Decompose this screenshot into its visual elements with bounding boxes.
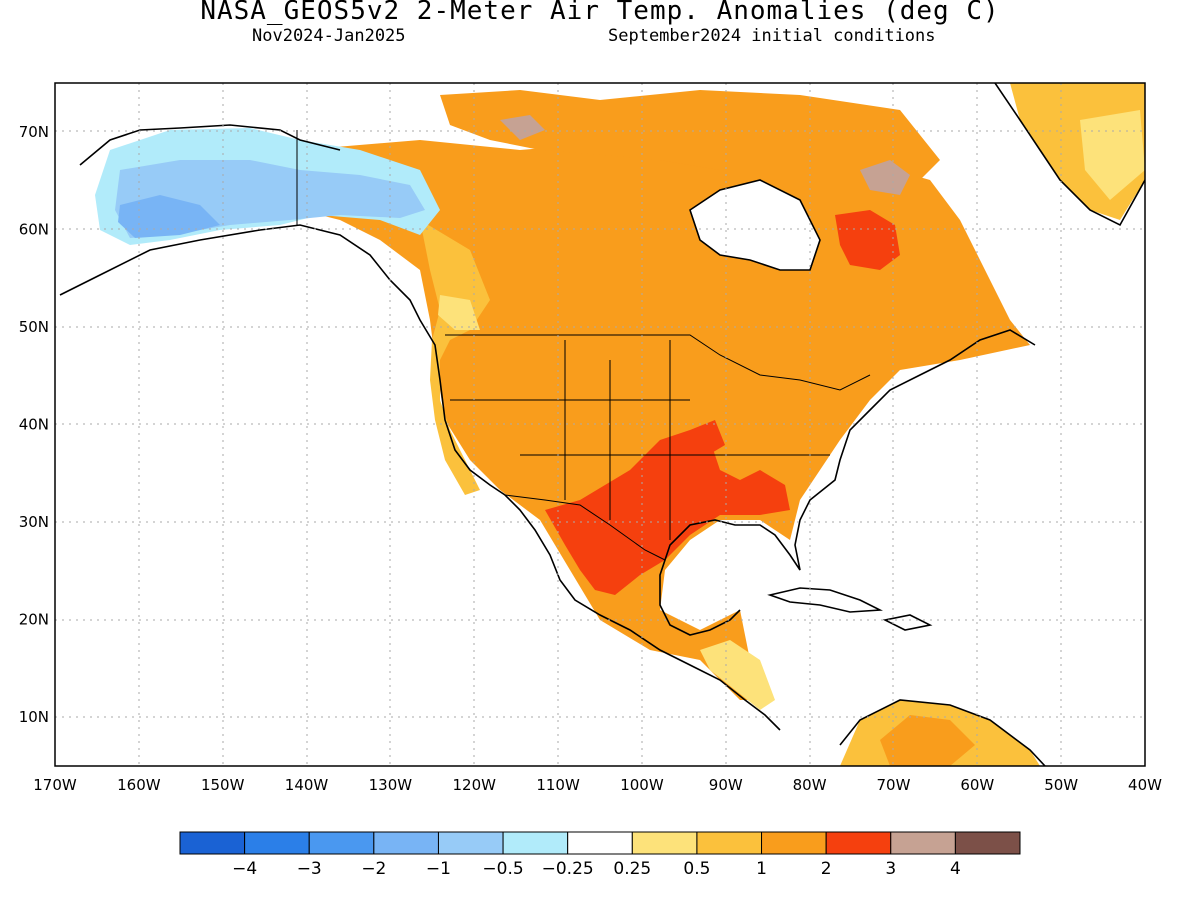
- gridlines: [55, 83, 1145, 766]
- us-canada-border: [445, 334, 871, 391]
- hudson-bay-coast: [689, 179, 821, 271]
- colorbar-label: −3: [297, 859, 322, 879]
- colorbar-swatch: [761, 831, 827, 855]
- colorbar-label: 0.5: [683, 859, 710, 879]
- longitude-label: 170W: [33, 776, 77, 794]
- longitude-label: 120W: [452, 776, 496, 794]
- initial-conditions-label: September2024 initial conditions: [608, 26, 936, 46]
- colorbar-swatch: [825, 831, 892, 855]
- longitude-label: 60W: [960, 776, 994, 794]
- colorbar-swatch: [179, 831, 246, 855]
- greenland-mild: [1080, 110, 1145, 200]
- colorbar-label: 4: [950, 859, 961, 879]
- colorbar-label: 3: [885, 859, 896, 879]
- map-frame: [54, 82, 1146, 767]
- south-central-us-hot: [545, 430, 790, 595]
- greenland-coast: [994, 83, 1145, 227]
- alaska-cold-core: [118, 195, 220, 238]
- latitude-label: 30N: [19, 513, 49, 531]
- longitude-label: 110W: [536, 776, 580, 794]
- latitude-label: 60N: [19, 220, 49, 238]
- latitude-label: 20N: [19, 611, 49, 629]
- arctic-extreme-2: [500, 115, 545, 140]
- latitude-label: 70N: [19, 123, 49, 141]
- arctic-islands-warm: [440, 90, 940, 210]
- map-plot-area: [55, 83, 1145, 766]
- mississippi-hot: [690, 420, 725, 460]
- arctic-extreme-1: [860, 160, 910, 195]
- longitude-label: 40W: [1128, 776, 1162, 794]
- colorbar-label: −0.5: [482, 859, 523, 879]
- colorbar-swatch: [308, 831, 375, 855]
- central-america-mild: [700, 640, 775, 710]
- south-america-coast: [839, 699, 1046, 766]
- south-america-warmer: [880, 715, 975, 766]
- longitude-label: 90W: [709, 776, 743, 794]
- quebec-hot: [835, 210, 900, 270]
- colorbar-label: −4: [232, 859, 257, 879]
- colorbar-label: −1: [426, 859, 451, 879]
- hispaniola-coast: [882, 614, 933, 631]
- colorbar-swatch: [502, 831, 569, 855]
- colorbar-swatch: [631, 831, 698, 855]
- latitude-labels: 10N 20N 30N 40N 50N 60N 70N: [19, 123, 49, 726]
- colorbar-swatch: [954, 831, 1021, 855]
- colorbar-label: 2: [821, 859, 832, 879]
- longitude-labels: 170W 160W 150W 140W 130W 120W 110W 100W 90W 80W 70…: [33, 776, 1162, 794]
- us-east-coast: [659, 329, 1036, 636]
- latitude-label: 10N: [19, 708, 49, 726]
- colorbar-swatch: [244, 831, 310, 855]
- west-coast-mild-fill: [420, 220, 490, 495]
- coastline-layer: [59, 83, 1145, 766]
- colorbar-swatch: [890, 831, 956, 855]
- west-coast-yellow: [438, 295, 480, 330]
- colorbar-label: 0.25: [613, 859, 651, 879]
- colorbar-swatch: [696, 831, 763, 855]
- latitude-label: 50N: [19, 318, 49, 336]
- colorbar-swatch: [373, 831, 439, 855]
- colorbar-swatch: [437, 831, 504, 855]
- longitude-label: 130W: [369, 776, 413, 794]
- longitude-label: 160W: [117, 776, 161, 794]
- colorbar: −4 −3 −2 −1 −0.5 −0.25 0.25 0.5 1 2 3 4: [179, 831, 1021, 879]
- longitude-label: 140W: [285, 776, 329, 794]
- colorbar-label: −0.25: [542, 859, 594, 879]
- longitude-label: 80W: [793, 776, 827, 794]
- longitude-label: 70W: [877, 776, 911, 794]
- us-mexico-border: [504, 494, 666, 561]
- colorbar-label: 1: [756, 859, 767, 879]
- latitude-label: 40N: [19, 416, 49, 434]
- hudson-bay-white: [690, 180, 820, 270]
- chart-title: NASA_GEOS5v2 2-Meter Air Temp. Anomalies…: [200, 0, 1000, 26]
- north-america-warm-fill: [300, 140, 1030, 700]
- colorbar-swatch: [567, 831, 633, 855]
- colorbar-label: −2: [361, 859, 386, 879]
- forecast-period: Nov2024-Jan2025: [252, 26, 406, 46]
- border-layer: [296, 130, 871, 561]
- anomaly-fill-layer: [95, 83, 1145, 766]
- longitude-label: 100W: [620, 776, 664, 794]
- longitude-label: 150W: [201, 776, 245, 794]
- alaska-coast: [59, 224, 781, 731]
- longitude-label: 50W: [1044, 776, 1078, 794]
